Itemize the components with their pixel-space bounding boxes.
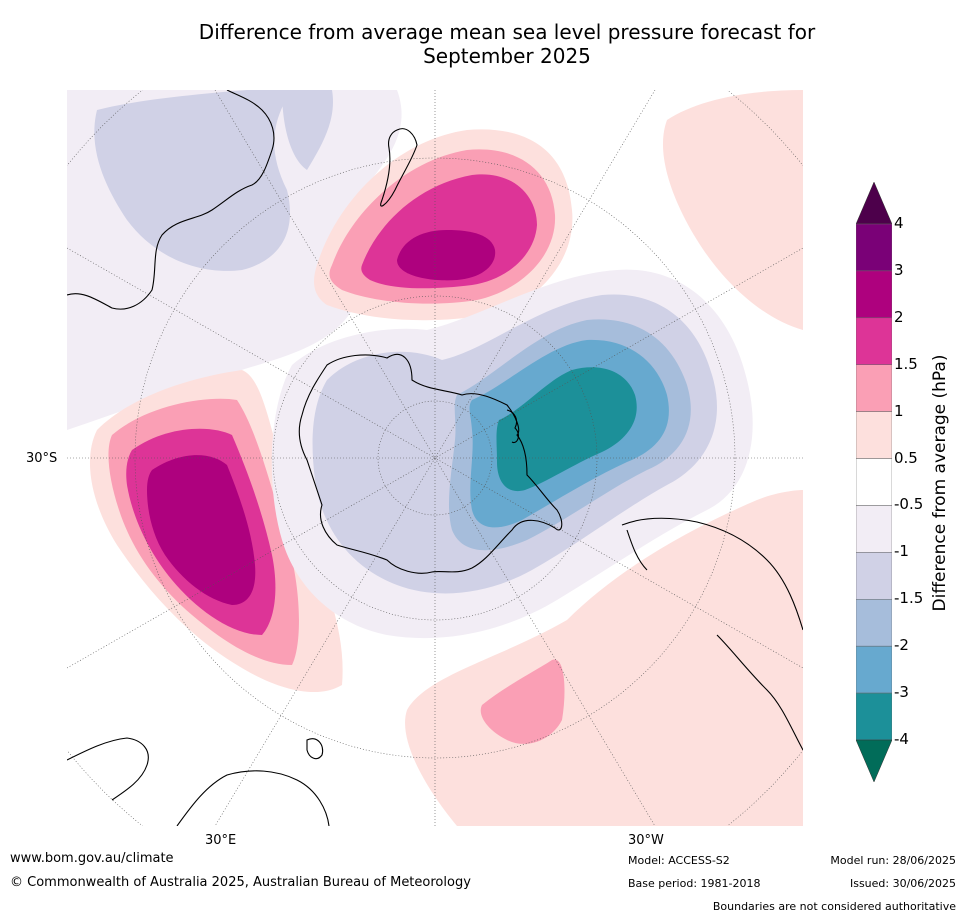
africa-coastline bbox=[67, 737, 330, 826]
issued-date: Issued: 30/06/2025 bbox=[849, 877, 956, 890]
colorbar-tick-label: -1 bbox=[894, 542, 909, 561]
label-lon-30e: 30°E bbox=[205, 833, 237, 848]
colorbar-tick-label: -4 bbox=[894, 730, 909, 748]
model-run-date: Model run: 28/06/2025 bbox=[830, 854, 956, 867]
colorbar-tick-label: 1 bbox=[894, 401, 904, 420]
copyright-notice: © Commonwealth of Australia 2025, Austra… bbox=[10, 875, 471, 890]
antarctica-coastline bbox=[298, 353, 563, 574]
colorbar-tick-label: 2 bbox=[894, 307, 904, 326]
colorbar-tick-label: 0.5 bbox=[894, 448, 918, 467]
title-line-2: September 2025 bbox=[423, 44, 591, 68]
colorbar-tick-label: -1.5 bbox=[894, 589, 924, 608]
colorbar-bin bbox=[856, 223, 892, 272]
colorbar-bin bbox=[856, 552, 892, 600]
label-lon-30w: 30°W bbox=[628, 833, 664, 848]
indian-anomaly-2 bbox=[147, 455, 256, 605]
atlantic-anomaly-1 bbox=[480, 659, 565, 744]
colorbar-tick-label: 1.5 bbox=[894, 354, 918, 373]
base-period: Base period: 1981-2018 bbox=[628, 877, 761, 890]
colorbar-tick-label: -0.5 bbox=[894, 495, 924, 514]
pressure-anomaly-map bbox=[67, 90, 803, 826]
antarctic-anomaly-minus-3 bbox=[496, 367, 637, 492]
south-america-coastline bbox=[621, 517, 803, 751]
colorbar-tick-label: 4 bbox=[894, 214, 904, 232]
australia-anomaly-minus-1b bbox=[282, 90, 333, 170]
nz-anomaly-2 bbox=[397, 230, 496, 281]
label-lat-30s: 30°S bbox=[26, 451, 58, 466]
antarctic-peninsula bbox=[506, 409, 519, 444]
australia-coastline bbox=[67, 90, 275, 310]
colorbar-tick-label: 3 bbox=[894, 260, 904, 279]
colorbar-bin bbox=[856, 270, 892, 319]
colorbar-bin bbox=[856, 458, 892, 506]
new-zealand-coastline bbox=[380, 128, 418, 207]
colorbar-under-arrow bbox=[856, 739, 892, 782]
colorbar-bin bbox=[856, 505, 892, 553]
colorbar-bin bbox=[856, 599, 892, 647]
model-name: Model: ACCESS-S2 bbox=[628, 854, 730, 867]
title-line-1: Difference from average mean sea level p… bbox=[198, 20, 816, 44]
colorbar-tick-label: -2 bbox=[894, 636, 909, 655]
colorbar-bin bbox=[856, 317, 892, 365]
coastlines bbox=[67, 90, 803, 826]
website-url: www.bom.gov.au/climate bbox=[10, 851, 174, 866]
colorbar-bin bbox=[856, 692, 892, 741]
colorbar-bin bbox=[856, 364, 892, 412]
atlantic-anomaly-0-5 bbox=[405, 490, 803, 826]
colorbar-over-arrow bbox=[856, 182, 892, 225]
boundary-disclaimer: Boundaries are not considered authoritat… bbox=[712, 900, 956, 913]
colorbar-tick-label: -3 bbox=[894, 683, 909, 702]
madagascar-coastline bbox=[306, 738, 324, 760]
colorbar bbox=[856, 182, 892, 782]
australia-anomaly-minus-1 bbox=[94, 90, 292, 271]
colorbar-bin bbox=[856, 411, 892, 459]
colorbar-bin bbox=[856, 645, 892, 694]
map-title: Difference from average mean sea level p… bbox=[0, 20, 965, 68]
atlantic-anomaly-0-5-ne bbox=[662, 90, 803, 330]
graticule bbox=[67, 90, 803, 826]
colorbar-title: Difference from average (hPa) bbox=[930, 354, 950, 612]
